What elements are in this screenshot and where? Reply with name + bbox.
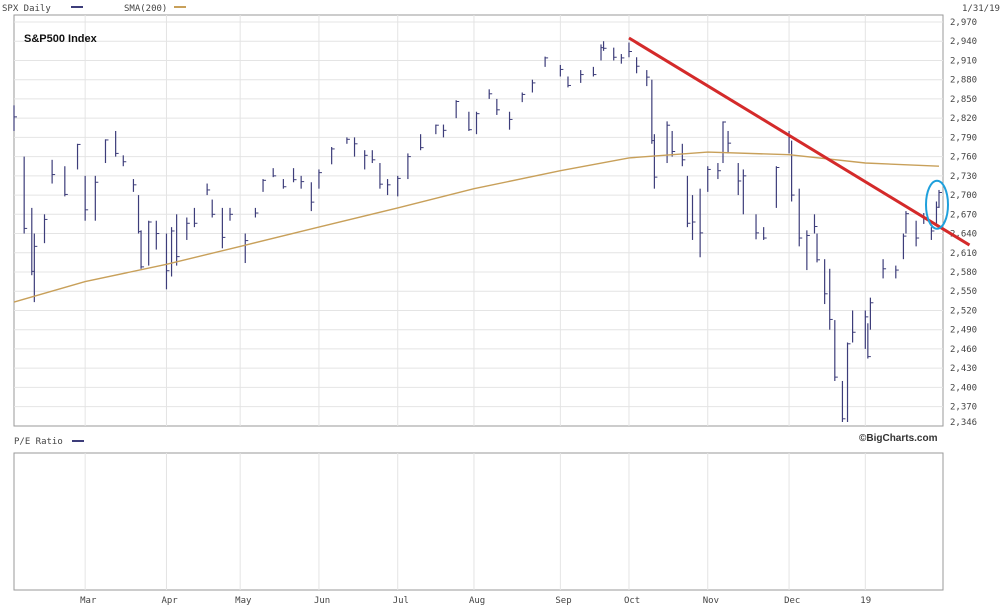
y-tick-label: 2,910 — [950, 56, 977, 66]
month-label: Oct — [624, 596, 640, 606]
trendline — [628, 36, 971, 247]
month-label: Jul — [393, 596, 409, 606]
month-label: 19 — [860, 596, 871, 606]
y-tick-label: 2,940 — [950, 37, 977, 47]
y-tick-label: 2,346 — [950, 418, 977, 428]
y-tick-label: 2,820 — [950, 114, 977, 124]
y-tick-label: 2,460 — [950, 345, 977, 355]
pe-ratio-label: P/E Ratio — [14, 437, 63, 447]
month-label: May — [235, 596, 252, 606]
month-label: Jun — [314, 596, 330, 606]
month-labels: Mar Apr May Jun Jul Aug Sep Oct Nov Dec 19 — [80, 596, 871, 606]
horizontal-gridlines — [14, 21, 943, 408]
main-plot-frame — [13, 14, 944, 427]
y-tick-label: 2,550 — [950, 287, 977, 297]
y-tick-label: 2,400 — [950, 383, 977, 393]
month-label: Nov — [703, 596, 719, 606]
month-label: Mar — [80, 596, 97, 606]
chart-title: S&P500 Index — [24, 33, 98, 45]
y-tick-label: 2,760 — [950, 153, 977, 163]
y-tick-label: 2,370 — [950, 403, 977, 413]
y-tick-label: 2,850 — [950, 95, 977, 105]
price-bars — [13, 41, 942, 422]
series2-label: SMA(200) — [124, 4, 167, 14]
credit-text: ©BigCharts.com — [859, 433, 938, 444]
lower-vertical-gridlines — [84, 453, 866, 590]
month-label: Dec — [784, 596, 800, 606]
y-tick-label: 2,490 — [950, 326, 977, 336]
y-tick-label: 2,790 — [950, 133, 977, 143]
highlight-ellipse — [925, 179, 949, 230]
y-tick-label: 2,640 — [950, 230, 977, 240]
y-tick-label: 2,880 — [950, 76, 977, 86]
y-tick-label: 2,430 — [950, 364, 977, 374]
y-tick-label: 2,970 — [950, 18, 977, 28]
month-label: Apr — [161, 596, 178, 606]
month-label: Sep — [555, 596, 571, 606]
y-tick-label: 2,580 — [950, 268, 977, 278]
y-tick-label: 2,610 — [950, 249, 977, 259]
y-tick-labels: 2,970 2,940 2,910 2,880 2,850 2,820 2,790 2,760… — [950, 18, 977, 428]
series1-legend-swatch — [71, 6, 83, 8]
y-tick-label: 2,670 — [950, 210, 977, 220]
y-tick-label: 2,700 — [950, 191, 977, 201]
y-tick-label: 2,730 — [950, 172, 977, 182]
y-tick-label: 2,520 — [950, 306, 977, 316]
lower-plot-frame — [13, 452, 944, 591]
month-label: Aug — [469, 596, 485, 606]
date-label: 1/31/19 — [962, 4, 1000, 14]
series2-legend-swatch — [174, 6, 186, 8]
series1-label: SPX Daily — [2, 4, 51, 14]
sma-line — [13, 151, 940, 303]
pe-legend-swatch — [72, 440, 84, 442]
